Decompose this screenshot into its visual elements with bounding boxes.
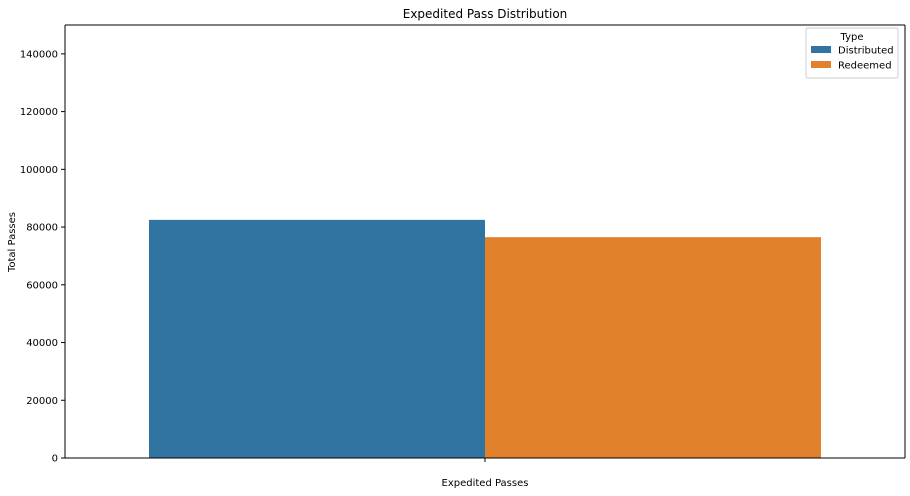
legend-swatch-redeemed (811, 61, 831, 68)
x-axis-label: Expedited Passes (442, 478, 529, 489)
plot-area: 0 20000 40000 60000 80000 100000 120000 140000 (20, 24, 906, 465)
bars-layer (149, 219, 821, 458)
chart-title: Expedited Pass Distribution (403, 7, 568, 21)
legend-title: Type (840, 32, 864, 43)
bar-redeemed (485, 237, 821, 458)
y-tick-label: 40000 (26, 338, 58, 349)
y-axis-ticks: 0 20000 40000 60000 80000 100000 120000 140000 (20, 49, 65, 465)
y-tick-label: 0 (52, 454, 58, 465)
y-tick-label: 20000 (26, 396, 58, 407)
y-tick-label: 140000 (20, 49, 58, 60)
y-tick-label: 120000 (20, 107, 58, 118)
y-axis-label: Total Passes (7, 212, 18, 273)
legend-label-distributed: Distributed (838, 46, 894, 57)
y-tick-label: 80000 (26, 223, 58, 234)
legend-label-redeemed: Redeemed (838, 61, 892, 72)
legend-items: Distributed Redeemed (811, 46, 894, 72)
bar-distributed (149, 219, 485, 458)
legend: Type Distributed Redeemed (805, 27, 899, 79)
y-tick-label: 60000 (26, 280, 58, 291)
y-tick-label: 100000 (20, 165, 58, 176)
legend-swatch-distributed (811, 46, 831, 53)
